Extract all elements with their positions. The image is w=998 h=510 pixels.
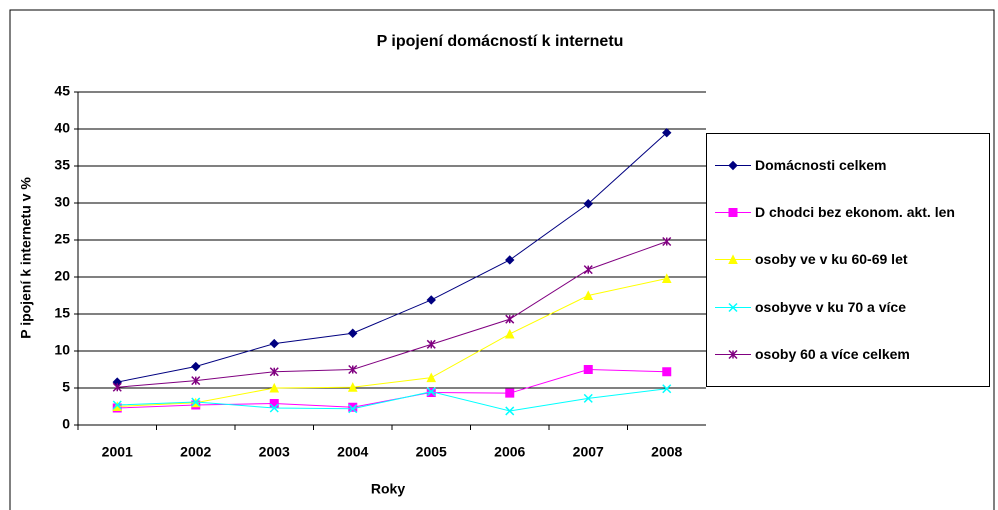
marker — [426, 295, 436, 305]
x-axis-label: Roky — [371, 481, 405, 497]
marker — [504, 328, 515, 339]
marker — [662, 236, 672, 247]
marker — [505, 255, 515, 265]
x-tick-label: 2005 — [416, 444, 447, 460]
y-tick-label: 40 — [54, 120, 70, 136]
y-tick-label: 45 — [54, 83, 70, 99]
marker — [728, 160, 738, 171]
marker — [583, 199, 593, 209]
marker — [505, 388, 515, 398]
series-line — [117, 132, 668, 383]
marker — [426, 372, 437, 383]
legend-label: osoby 60 a více celkem — [755, 345, 910, 362]
x-tick-label: 2003 — [259, 444, 290, 460]
marker — [505, 314, 515, 324]
legend-swatch — [715, 254, 751, 265]
marker — [583, 290, 594, 300]
marker — [269, 399, 279, 409]
marker — [728, 254, 738, 265]
legend-swatch — [715, 349, 751, 359]
marker — [583, 393, 593, 403]
legend-entry: osobyve v ku 70 a více — [711, 298, 985, 317]
marker — [348, 364, 358, 375]
marker — [348, 402, 358, 412]
marker — [269, 403, 279, 413]
x-tick-label: 2004 — [337, 444, 368, 460]
marker — [728, 302, 738, 312]
legend-label: osobyve v ku 70 a více — [755, 298, 906, 315]
x-tick-label: 2006 — [494, 444, 525, 460]
y-axis-label: P ipojení k internetu v % — [18, 177, 34, 339]
y-tick-label: 25 — [54, 231, 70, 247]
y-tick-label: 10 — [54, 342, 70, 358]
marker — [426, 339, 436, 349]
legend-swatch — [715, 160, 751, 171]
legend-label: D chodci bez ekonom. akt. len — [755, 204, 955, 221]
x-tick-label: 2007 — [573, 444, 604, 460]
marker — [191, 361, 201, 372]
marker — [728, 208, 738, 218]
series-line — [117, 241, 667, 388]
marker — [348, 404, 358, 414]
y-tick-label: 30 — [54, 194, 70, 210]
marker — [661, 273, 672, 283]
marker — [728, 349, 738, 359]
x-tick-label: 2008 — [651, 444, 682, 460]
series-line — [117, 277, 667, 407]
marker — [662, 384, 672, 394]
legend-entry: osoby ve v ku 60-69 let — [711, 250, 985, 269]
marker — [112, 382, 122, 392]
y-tick-label: 5 — [62, 379, 70, 395]
marker — [347, 382, 358, 392]
marker — [269, 382, 280, 393]
legend: Domácnosti celkem D chodci bez ekonom. ak… — [706, 133, 990, 387]
legend-entry: D chodci bez ekonom. akt. len — [711, 203, 985, 222]
y-tick-label: 0 — [62, 416, 70, 432]
marker — [583, 365, 593, 374]
legend-label: osoby ve v ku 60-69 let — [755, 251, 908, 268]
marker — [191, 397, 201, 407]
legend-swatch — [715, 208, 751, 218]
legend-label: Domácnosti celkem — [755, 157, 887, 174]
x-tick-label: 2002 — [180, 444, 211, 460]
y-tick-label: 35 — [54, 157, 70, 173]
marker — [505, 406, 515, 416]
legend-entry: Domácnosti celkem — [711, 156, 985, 175]
x-tick-label: 2001 — [102, 444, 133, 460]
marker — [191, 376, 201, 386]
legend-entry: osoby 60 a více celkem — [711, 345, 985, 364]
marker — [269, 367, 279, 377]
marker — [426, 387, 436, 397]
legend-swatch — [715, 302, 751, 312]
y-tick-label: 15 — [54, 305, 70, 321]
marker — [662, 127, 672, 138]
marker — [348, 328, 358, 338]
chart-title: P ipojení domácností k internetu — [377, 33, 624, 50]
marker — [583, 265, 593, 275]
series-line — [117, 388, 667, 412]
y-tick-label: 20 — [54, 268, 70, 284]
marker — [112, 400, 122, 410]
marker — [662, 367, 672, 377]
marker — [269, 338, 279, 349]
